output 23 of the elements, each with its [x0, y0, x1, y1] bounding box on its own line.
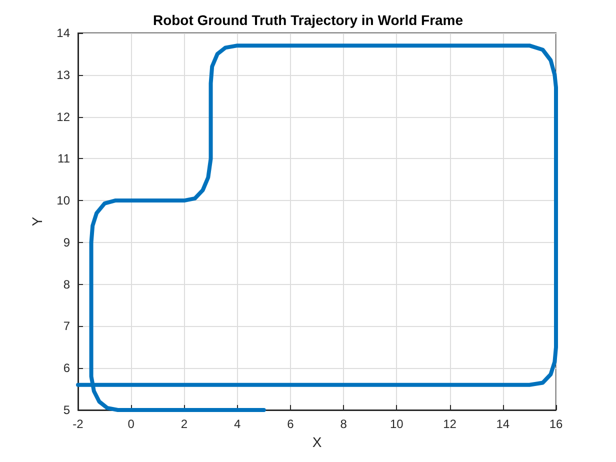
x-tick-label: 6 [287, 417, 294, 431]
x-tick-label: 12 [443, 417, 457, 431]
y-tick-label: 8 [63, 277, 70, 292]
y-tick-label: 6 [63, 361, 70, 376]
x-tick-label: 16 [549, 417, 563, 431]
x-tick-label: 4 [234, 417, 241, 431]
x-axis-title: X [312, 434, 322, 450]
x-tick-label: -2 [72, 417, 84, 431]
y-tick-label: 7 [63, 319, 70, 334]
y-tick-label: 9 [63, 235, 70, 250]
x-tick-label: 10 [390, 417, 404, 431]
x-tick-label: 8 [340, 417, 348, 431]
x-tick-label: 14 [496, 417, 510, 431]
y-tick-label: 13 [56, 68, 70, 82]
chart-title: Robot Ground Truth Trajectory in World Frame [152, 12, 464, 28]
y-axis-title: Y [29, 216, 45, 226]
y-tick-label: 14 [56, 26, 70, 40]
x-tick-label: 0 [128, 417, 135, 431]
y-tick-label: 5 [63, 403, 70, 417]
x-tick-label: 2 [180, 417, 188, 431]
y-tick-label: 10 [56, 194, 70, 208]
y-tick-label: 12 [56, 110, 70, 124]
y-tick-label: 11 [58, 152, 70, 166]
